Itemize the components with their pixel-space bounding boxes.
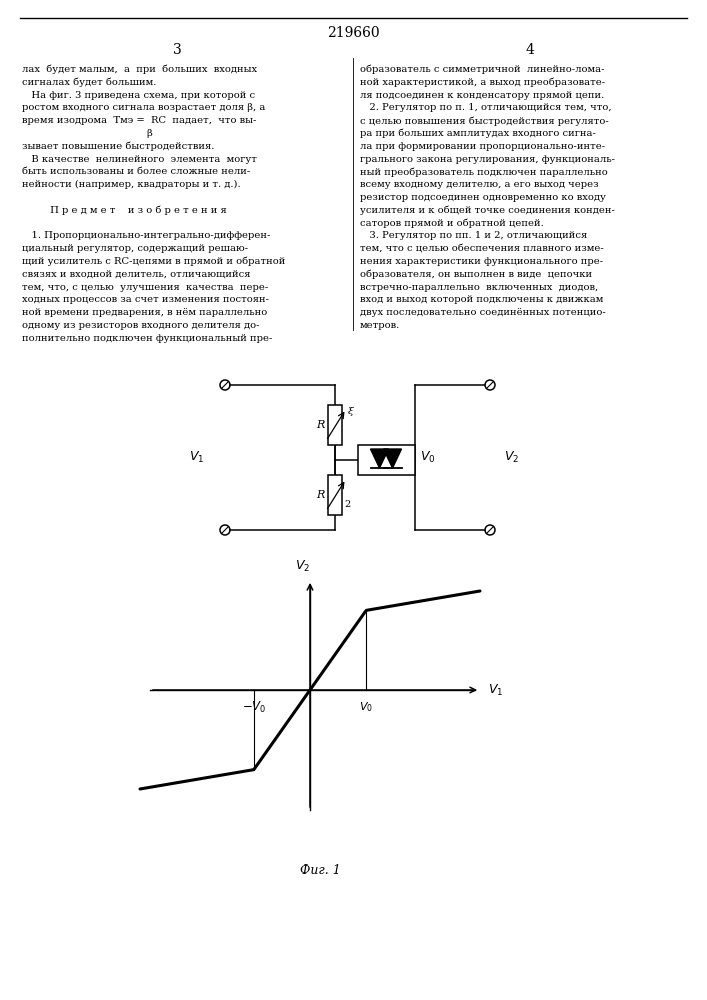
Bar: [358, 445, 415, 475]
Text: саторов прямой и обратной цепей.: саторов прямой и обратной цепей.: [360, 219, 544, 228]
Text: 2. Регулятор по п. 1, отличающийся тем, что,: 2. Регулятор по п. 1, отличающийся тем, …: [360, 103, 612, 112]
Text: ла при формировании пропорционально-инте-: ла при формировании пропорционально-инте…: [360, 142, 605, 151]
Text: β: β: [22, 129, 153, 138]
Text: тем, что с целью обеспечения плавного изме-: тем, что с целью обеспечения плавного из…: [360, 244, 604, 253]
Text: $V_1$: $V_1$: [189, 450, 204, 465]
Text: связях и входной делитель, отличающийся: связях и входной делитель, отличающийся: [22, 270, 250, 279]
Text: резистор подсоединен одновременно ко входу: резистор подсоединен одновременно ко вхо…: [360, 193, 606, 202]
Text: образователь с симметричной  линейно-лома-: образователь с симметричной линейно-лома…: [360, 65, 604, 75]
Text: вход и выход которой подключены к движкам: вход и выход которой подключены к движка…: [360, 295, 603, 304]
Text: $V_0$: $V_0$: [420, 450, 436, 465]
Text: ξ: ξ: [348, 407, 354, 416]
Text: ля подсоединен к конденсатору прямой цепи.: ля подсоединен к конденсатору прямой цеп…: [360, 91, 604, 100]
Text: 3: 3: [173, 43, 182, 57]
Text: метров.: метров.: [360, 321, 400, 330]
Text: ной времени предварения, в нём параллельно: ной времени предварения, в нём параллель…: [22, 308, 267, 317]
Text: зывает повышение быстродействия.: зывает повышение быстродействия.: [22, 142, 214, 151]
Text: $V_0$: $V_0$: [359, 700, 373, 714]
Text: ра при больших амплитудах входного сигна-: ра при больших амплитудах входного сигна…: [360, 129, 596, 138]
Polygon shape: [383, 449, 402, 468]
Text: 3. Регулятор по пп. 1 и 2, отличающийся: 3. Регулятор по пп. 1 и 2, отличающийся: [360, 231, 588, 240]
Text: лах  будет малым,  а  при  больших  входных: лах будет малым, а при больших входных: [22, 65, 257, 75]
Bar: [328, 475, 342, 515]
Text: тем, что, с целью  улучшения  качества  пере-: тем, что, с целью улучшения качества пер…: [22, 283, 268, 292]
Text: П р е д м е т    и з о б р е т е н и я: П р е д м е т и з о б р е т е н и я: [22, 206, 227, 215]
Text: R: R: [317, 420, 325, 430]
Text: двух последовательно соединённых потенцио-: двух последовательно соединённых потенци…: [360, 308, 606, 317]
Text: $V_1$: $V_1$: [488, 682, 503, 698]
Text: ный преобразователь подключен параллельно: ный преобразователь подключен параллельн…: [360, 167, 608, 177]
Text: встречно-параллельно  включенных  диодов,: встречно-параллельно включенных диодов,: [360, 283, 598, 292]
Text: R: R: [317, 490, 325, 500]
Bar: [328, 405, 342, 445]
Text: 219660: 219660: [327, 26, 380, 40]
Text: В качестве  нелинейного  элемента  могут: В качестве нелинейного элемента могут: [22, 155, 257, 164]
Text: время изодрома  Тмэ =  RC  падает,  что вы-: время изодрома Тмэ = RC падает, что вы-: [22, 116, 257, 125]
Text: всему входному делителю, а его выход через: всему входному делителю, а его выход чер…: [360, 180, 599, 189]
Text: 2: 2: [344, 500, 350, 509]
Text: ной характеристикой, а выход преобразовате-: ной характеристикой, а выход преобразова…: [360, 78, 605, 87]
Text: На фиг. 3 приведена схема, при которой с: На фиг. 3 приведена схема, при которой с: [22, 91, 255, 100]
Text: $V_2$: $V_2$: [296, 559, 310, 574]
Text: 4: 4: [525, 43, 534, 57]
Text: щий усилитель с RC-цепями в прямой и обратной: щий усилитель с RC-цепями в прямой и обр…: [22, 257, 286, 266]
Text: нейности (например, квадраторы и т. д.).: нейности (например, квадраторы и т. д.).: [22, 180, 240, 189]
Text: грального закона регулирования, функциональ-: грального закона регулирования, функцион…: [360, 155, 615, 164]
Text: полнительно подключен функциональный пре-: полнительно подключен функциональный пре…: [22, 334, 272, 343]
Text: образователя, он выполнен в виде  цепочки: образователя, он выполнен в виде цепочки: [360, 270, 592, 279]
Polygon shape: [370, 449, 389, 468]
Text: циальный регулятор, содержащий решаю-: циальный регулятор, содержащий решаю-: [22, 244, 248, 253]
Text: с целью повышения быстродействия регулято-: с целью повышения быстродействия регулят…: [360, 116, 609, 126]
Text: сигналах будет большим.: сигналах будет большим.: [22, 78, 156, 87]
Text: ростом входного сигнала возрастает доля β, а: ростом входного сигнала возрастает доля …: [22, 103, 265, 112]
Text: быть использованы и более сложные нели-: быть использованы и более сложные нели-: [22, 167, 250, 176]
Text: одному из резисторов входного делителя до-: одному из резисторов входного делителя д…: [22, 321, 259, 330]
Text: 1. Пропорционально-интегрально-дифферен-: 1. Пропорционально-интегрально-дифферен-: [22, 231, 270, 240]
Text: ходных процессов за счет изменения постоян-: ходных процессов за счет изменения посто…: [22, 295, 269, 304]
Text: усилителя и к общей точке соединения конден-: усилителя и к общей точке соединения кон…: [360, 206, 615, 215]
Text: Фиг. 1: Фиг. 1: [300, 863, 340, 876]
Text: $V_2$: $V_2$: [504, 450, 519, 465]
Text: нения характеристики функционального пре-: нения характеристики функционального пре…: [360, 257, 603, 266]
Text: $-V_0$: $-V_0$: [242, 700, 266, 715]
